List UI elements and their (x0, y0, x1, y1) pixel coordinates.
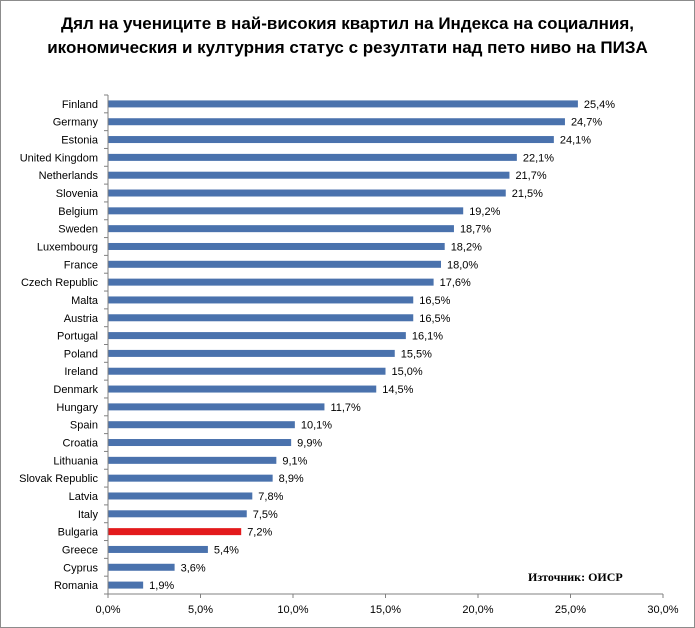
bar (108, 581, 144, 589)
category-label: Germany (53, 117, 99, 129)
data-label: 7,5% (253, 509, 278, 521)
x-tick-label: 15,0% (370, 604, 401, 616)
category-label: Belgium (58, 206, 98, 218)
data-label: 21,5% (512, 188, 543, 200)
bar (108, 260, 441, 268)
data-label: 7,2% (247, 527, 272, 539)
category-label: Malta (71, 295, 99, 307)
data-label: 11,7% (330, 402, 361, 414)
bar (108, 349, 395, 357)
bar (108, 207, 464, 215)
data-label: 22,1% (523, 152, 554, 164)
data-label: 16,1% (412, 331, 443, 343)
bar (108, 403, 325, 411)
data-label: 24,1% (560, 135, 591, 147)
category-label: Hungary (56, 402, 98, 414)
data-label: 5,4% (214, 544, 239, 556)
category-label: Italy (78, 509, 99, 521)
x-tick-label: 0,0% (95, 604, 120, 616)
bar (108, 367, 386, 375)
data-label: 8,9% (279, 473, 304, 485)
category-label: Bulgaria (58, 527, 99, 539)
x-tick-label: 5,0% (188, 604, 213, 616)
bar (108, 421, 295, 429)
category-label: Finland (62, 99, 98, 111)
category-label: Czech Republic (21, 277, 99, 289)
data-label: 16,5% (419, 313, 450, 325)
bar (108, 385, 377, 393)
category-label: Romania (54, 580, 99, 592)
bar (108, 563, 175, 571)
bar (108, 278, 434, 286)
x-tick-label: 30,0% (647, 604, 678, 616)
category-label: Latvia (69, 491, 99, 503)
bar (108, 136, 554, 144)
category-label: Netherlands (39, 170, 99, 182)
bar (108, 439, 292, 447)
category-label: Denmark (53, 384, 98, 396)
bar (108, 528, 242, 536)
category-label: Greece (62, 544, 98, 556)
data-label: 15,0% (392, 366, 423, 378)
bar (108, 118, 565, 126)
data-label: 10,1% (301, 420, 332, 432)
category-label: Ireland (64, 366, 98, 378)
category-label: Austria (64, 313, 99, 325)
category-label: Sweden (58, 224, 98, 236)
data-label: 19,2% (469, 206, 500, 218)
category-label: France (64, 259, 98, 271)
data-label: 18,7% (460, 224, 491, 236)
category-label: Portugal (57, 331, 98, 343)
category-label: Luxembourg (37, 241, 98, 253)
bar (108, 492, 253, 500)
bar (108, 242, 445, 250)
bar (108, 189, 506, 197)
x-tick-label: 10,0% (277, 604, 308, 616)
data-label: 25,4% (584, 99, 615, 111)
data-label: 1,9% (149, 580, 174, 592)
data-label: 9,1% (282, 455, 307, 467)
data-label: 16,5% (419, 295, 450, 307)
bar (108, 100, 578, 108)
source-note: Източник: ОИСР (528, 570, 623, 584)
bar (108, 296, 414, 304)
bar (108, 456, 277, 464)
category-label: Slovenia (56, 188, 99, 200)
data-label: 7,8% (258, 491, 283, 503)
data-label: 3,6% (181, 562, 206, 574)
category-label: Estonia (61, 135, 99, 147)
chart-title: Дял на учениците в най-високия квартил н… (47, 14, 648, 57)
bar (108, 545, 208, 553)
category-label: Croatia (63, 438, 99, 450)
bar (108, 332, 406, 340)
x-tick-label: 25,0% (555, 604, 586, 616)
bar (108, 171, 510, 179)
category-label: United Kingdom (20, 152, 98, 164)
data-label: 14,5% (382, 384, 413, 396)
data-label: 21,7% (515, 170, 546, 182)
category-label: Cyprus (63, 562, 98, 574)
data-label: 24,7% (571, 117, 602, 129)
bar (108, 153, 517, 161)
category-label: Slovak Republic (19, 473, 98, 485)
data-label: 9,9% (297, 438, 322, 450)
category-label: Spain (70, 420, 98, 432)
category-label: Poland (64, 348, 98, 360)
x-tick-label: 20,0% (462, 604, 493, 616)
category-label: Lithuania (53, 455, 99, 467)
bar (108, 314, 414, 322)
data-label: 17,6% (440, 277, 471, 289)
bar (108, 474, 273, 482)
data-label: 18,2% (451, 241, 482, 253)
bar (108, 225, 454, 233)
bar (108, 510, 247, 518)
data-label: 15,5% (401, 348, 432, 360)
data-label: 18,0% (447, 259, 478, 271)
